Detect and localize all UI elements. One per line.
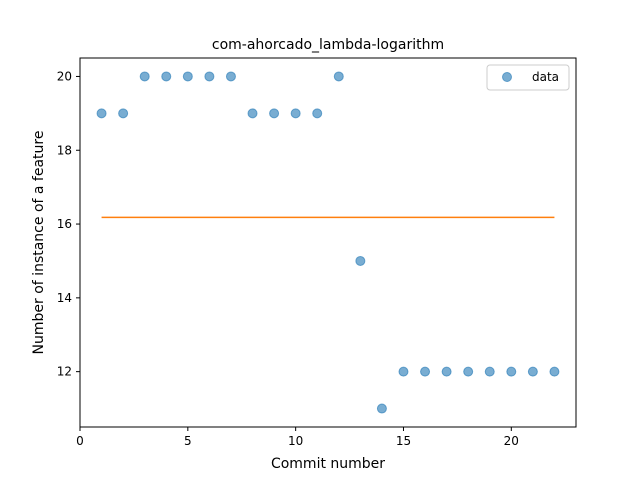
data-point [355, 255, 366, 266]
legend-marker-data [502, 72, 512, 82]
data-point [463, 366, 474, 377]
x-tick-label: 20 [504, 434, 519, 448]
chart-title: com-ahorcado_lambda-logarithm [212, 37, 444, 53]
x-axis-label: Commit number [271, 456, 385, 472]
data-point [441, 366, 452, 377]
y-tick-label: 18 [57, 143, 72, 157]
data-point [225, 71, 236, 82]
x-tick-label: 10 [288, 434, 303, 448]
y-tick-label: 12 [57, 365, 72, 379]
plot-area [96, 71, 560, 414]
data-point [96, 108, 107, 119]
legend-box [486, 64, 570, 91]
data-point [527, 366, 538, 377]
data-point [118, 108, 129, 119]
data-point [139, 71, 150, 82]
data-point [312, 108, 323, 119]
data-point [506, 366, 517, 377]
data-point [376, 403, 387, 414]
x-tick-label: 0 [76, 434, 84, 448]
data-point [420, 366, 431, 377]
plot-frame [79, 57, 577, 428]
x-tick-label: 5 [184, 434, 192, 448]
data-point [549, 366, 560, 377]
y-tick-label: 14 [57, 291, 72, 305]
legend: data [486, 64, 570, 91]
data-point [333, 71, 344, 82]
x-tick-label: 15 [396, 434, 411, 448]
data-point [484, 366, 495, 377]
data-point [161, 71, 172, 82]
y-tick-label: 16 [57, 217, 72, 231]
y-tick-label: 20 [57, 69, 72, 83]
data-point [182, 71, 193, 82]
data-point [247, 108, 258, 119]
y-axis-label: Number of instance of a feature [31, 131, 47, 355]
data-point [269, 108, 280, 119]
legend-label-data: data [532, 70, 559, 84]
data-point [204, 71, 215, 82]
axis-ticks: 0 5 10 15 20 12 14 16 18 20 [57, 69, 519, 448]
data-point [398, 366, 409, 377]
data-point [290, 108, 301, 119]
